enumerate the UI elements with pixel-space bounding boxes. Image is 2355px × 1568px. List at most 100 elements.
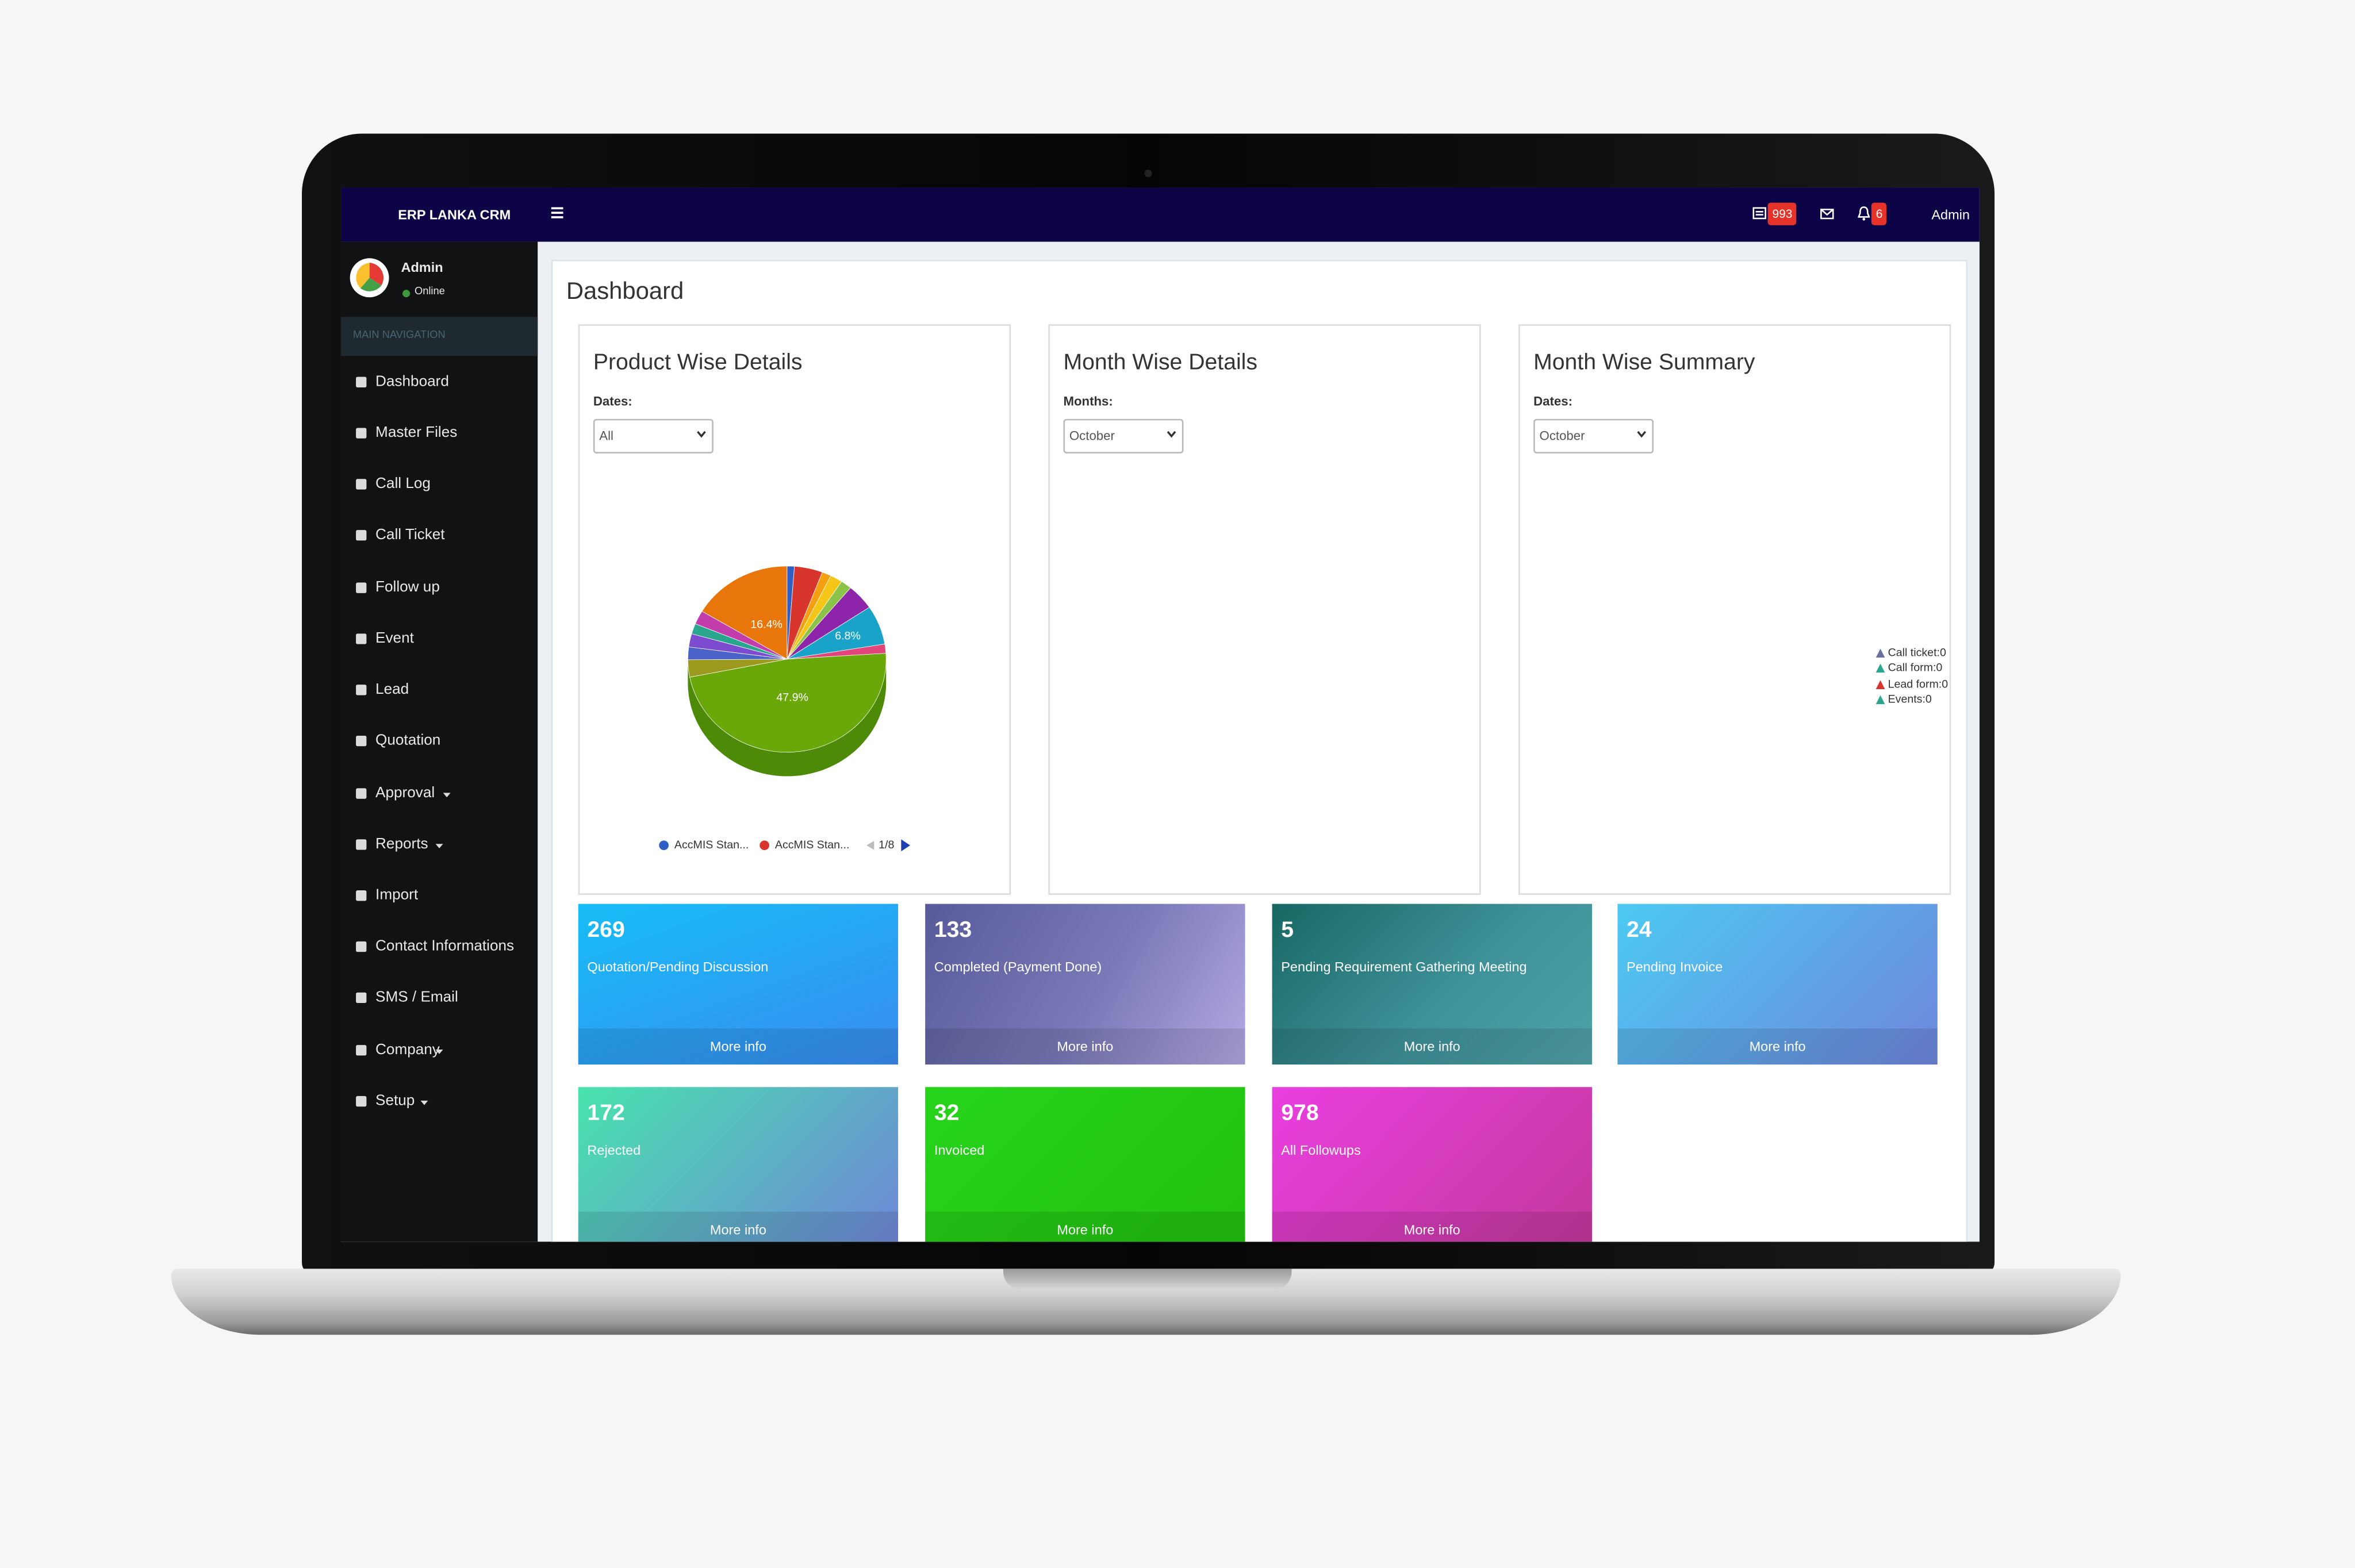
menu-icon [356,735,367,747]
pie-slice[interactable] [701,566,788,660]
menu-item[interactable]: Contact Informations [341,932,538,962]
legend-label[interactable]: AccMIS Stan... [674,839,749,851]
legend-marker[interactable] [760,840,769,851]
laptop-notch [1003,1269,1292,1290]
tile-link[interactable]: More info [1617,1028,1938,1065]
triangle [1875,648,1885,658]
user-menu[interactable]: Admin [1931,207,1970,222]
ticket-icon[interactable] [1752,207,1766,220]
menu-icon [356,428,367,439]
notification-badge: 6 [1871,202,1888,225]
menu-icon [356,1045,367,1056]
legend-triangle [1875,679,1885,689]
filter-value: October [1069,428,1115,443]
legend-triangle [1875,664,1885,674]
legend-prev[interactable] [866,840,875,850]
stat-tile: 172 Rejected More info [578,1087,899,1242]
legend-page: 1/8 [879,839,894,851]
bell-icon[interactable] [1858,206,1870,221]
tile-link[interactable]: More info [578,1028,899,1065]
tile-link[interactable]: More info [925,1028,1245,1065]
legend-label[interactable]: AccMIS Stan... [775,839,849,851]
tile-value: 269 [587,917,625,943]
tile-label: All Followups [1281,1142,1361,1158]
pie-chart: 6.8% 47.9% 16.4% AccMIS Stan... AccMIS Stan.… [659,566,911,852]
menu-item[interactable]: Lead [341,676,538,706]
menu-label: Reports [375,836,428,853]
legend-text: Call ticket:0 [1888,645,1946,659]
menu-item[interactable]: Setup [341,1087,538,1117]
menu-item[interactable]: SMS / Email [341,983,538,1013]
mail-icon[interactable] [1820,209,1834,220]
tile-label: Pending Invoice [1627,959,1723,975]
filter-select[interactable]: All [593,418,714,454]
triangle [1875,679,1885,689]
chevron [1167,431,1176,438]
menu-icon [356,890,367,901]
tile-link[interactable]: More info [925,1212,1245,1242]
tile-link[interactable]: More info [1272,1028,1592,1065]
user-status: Online [414,286,445,298]
menu-icon [356,582,367,593]
menu-item[interactable]: Call Log [341,470,538,500]
stat-tile: 24 Pending Invoice More info [1617,904,1938,1065]
menu-item[interactable]: Approval [341,779,538,809]
legend-text: Call form:0 [1888,661,1943,675]
menu-icon [356,1096,367,1107]
select-arrow [697,431,706,438]
menu-label: Import [375,887,419,904]
caret [443,793,451,798]
tile-link[interactable]: More info [1272,1212,1592,1242]
menu-item[interactable]: Dashboard [341,368,538,398]
menu-item[interactable]: Call Ticket [341,521,538,551]
main-box: Dashboard Product Wise Details Dates: All 6… [551,259,1968,1242]
tile-link[interactable]: More info [578,1212,899,1242]
menu-label: Lead [375,681,409,698]
menu-icon [356,376,367,387]
filter-select[interactable]: October [1063,418,1184,454]
menu-icon [356,941,367,952]
menu-caret [443,793,451,798]
nav-header: MAIN NAVIGATION [340,317,538,356]
tile-label: Completed (Payment Done) [934,959,1102,975]
menu-item[interactable]: Master Files [341,419,538,449]
menu-label: Call Log [375,476,431,493]
menu-item[interactable]: Import [341,881,538,911]
filter-label: Months: [1063,393,1113,409]
data-label: 6.8% [835,630,861,643]
menu-label: Follow up [375,579,440,597]
summary-legend-item: Lead form:0 [1875,677,1948,690]
summary-legend-item: Call ticket:0 [1875,645,1946,659]
panel: Month Wise Details Months: October [1048,324,1481,895]
display: ERP LANKA CRM 993 6 Admin Admin Online M… [340,187,1980,1242]
menu-toggle[interactable] [551,207,563,219]
filter-select[interactable]: October [1533,418,1654,454]
menu-label: SMS / Email [375,989,458,1006]
filter-value: October [1539,428,1585,443]
menu-caret [435,1049,443,1054]
tile-label: Quotation/Pending Discussion [587,959,769,975]
select-arrow [1637,431,1647,438]
chevron [1637,431,1647,438]
menu-item[interactable]: Quotation [341,727,538,756]
brand[interactable]: ERP LANKA CRM [398,207,511,222]
tile-label: Pending Requirement Gathering Meeting [1281,959,1527,975]
menu-label: Quotation [375,732,441,750]
menu-item[interactable]: Follow up [341,574,538,604]
legend-marker[interactable] [659,840,669,851]
summary-legend-item: Call form:0 [1875,661,1943,675]
legend-next[interactable] [901,839,911,852]
menu-label: Setup [375,1093,415,1110]
menu-item[interactable]: Reports [341,831,538,860]
sidebar: Admin Online MAIN NAVIGATION Dashboard Ma… [340,241,538,1242]
menu-label: Call Ticket [375,526,445,544]
pie-slice[interactable] [689,653,887,753]
menu-label: Master Files [375,425,458,441]
menu-label: Company [375,1042,440,1059]
menu-icon [356,530,367,541]
menu-item[interactable]: Company [341,1036,538,1066]
menu-item[interactable]: Event [341,625,538,655]
